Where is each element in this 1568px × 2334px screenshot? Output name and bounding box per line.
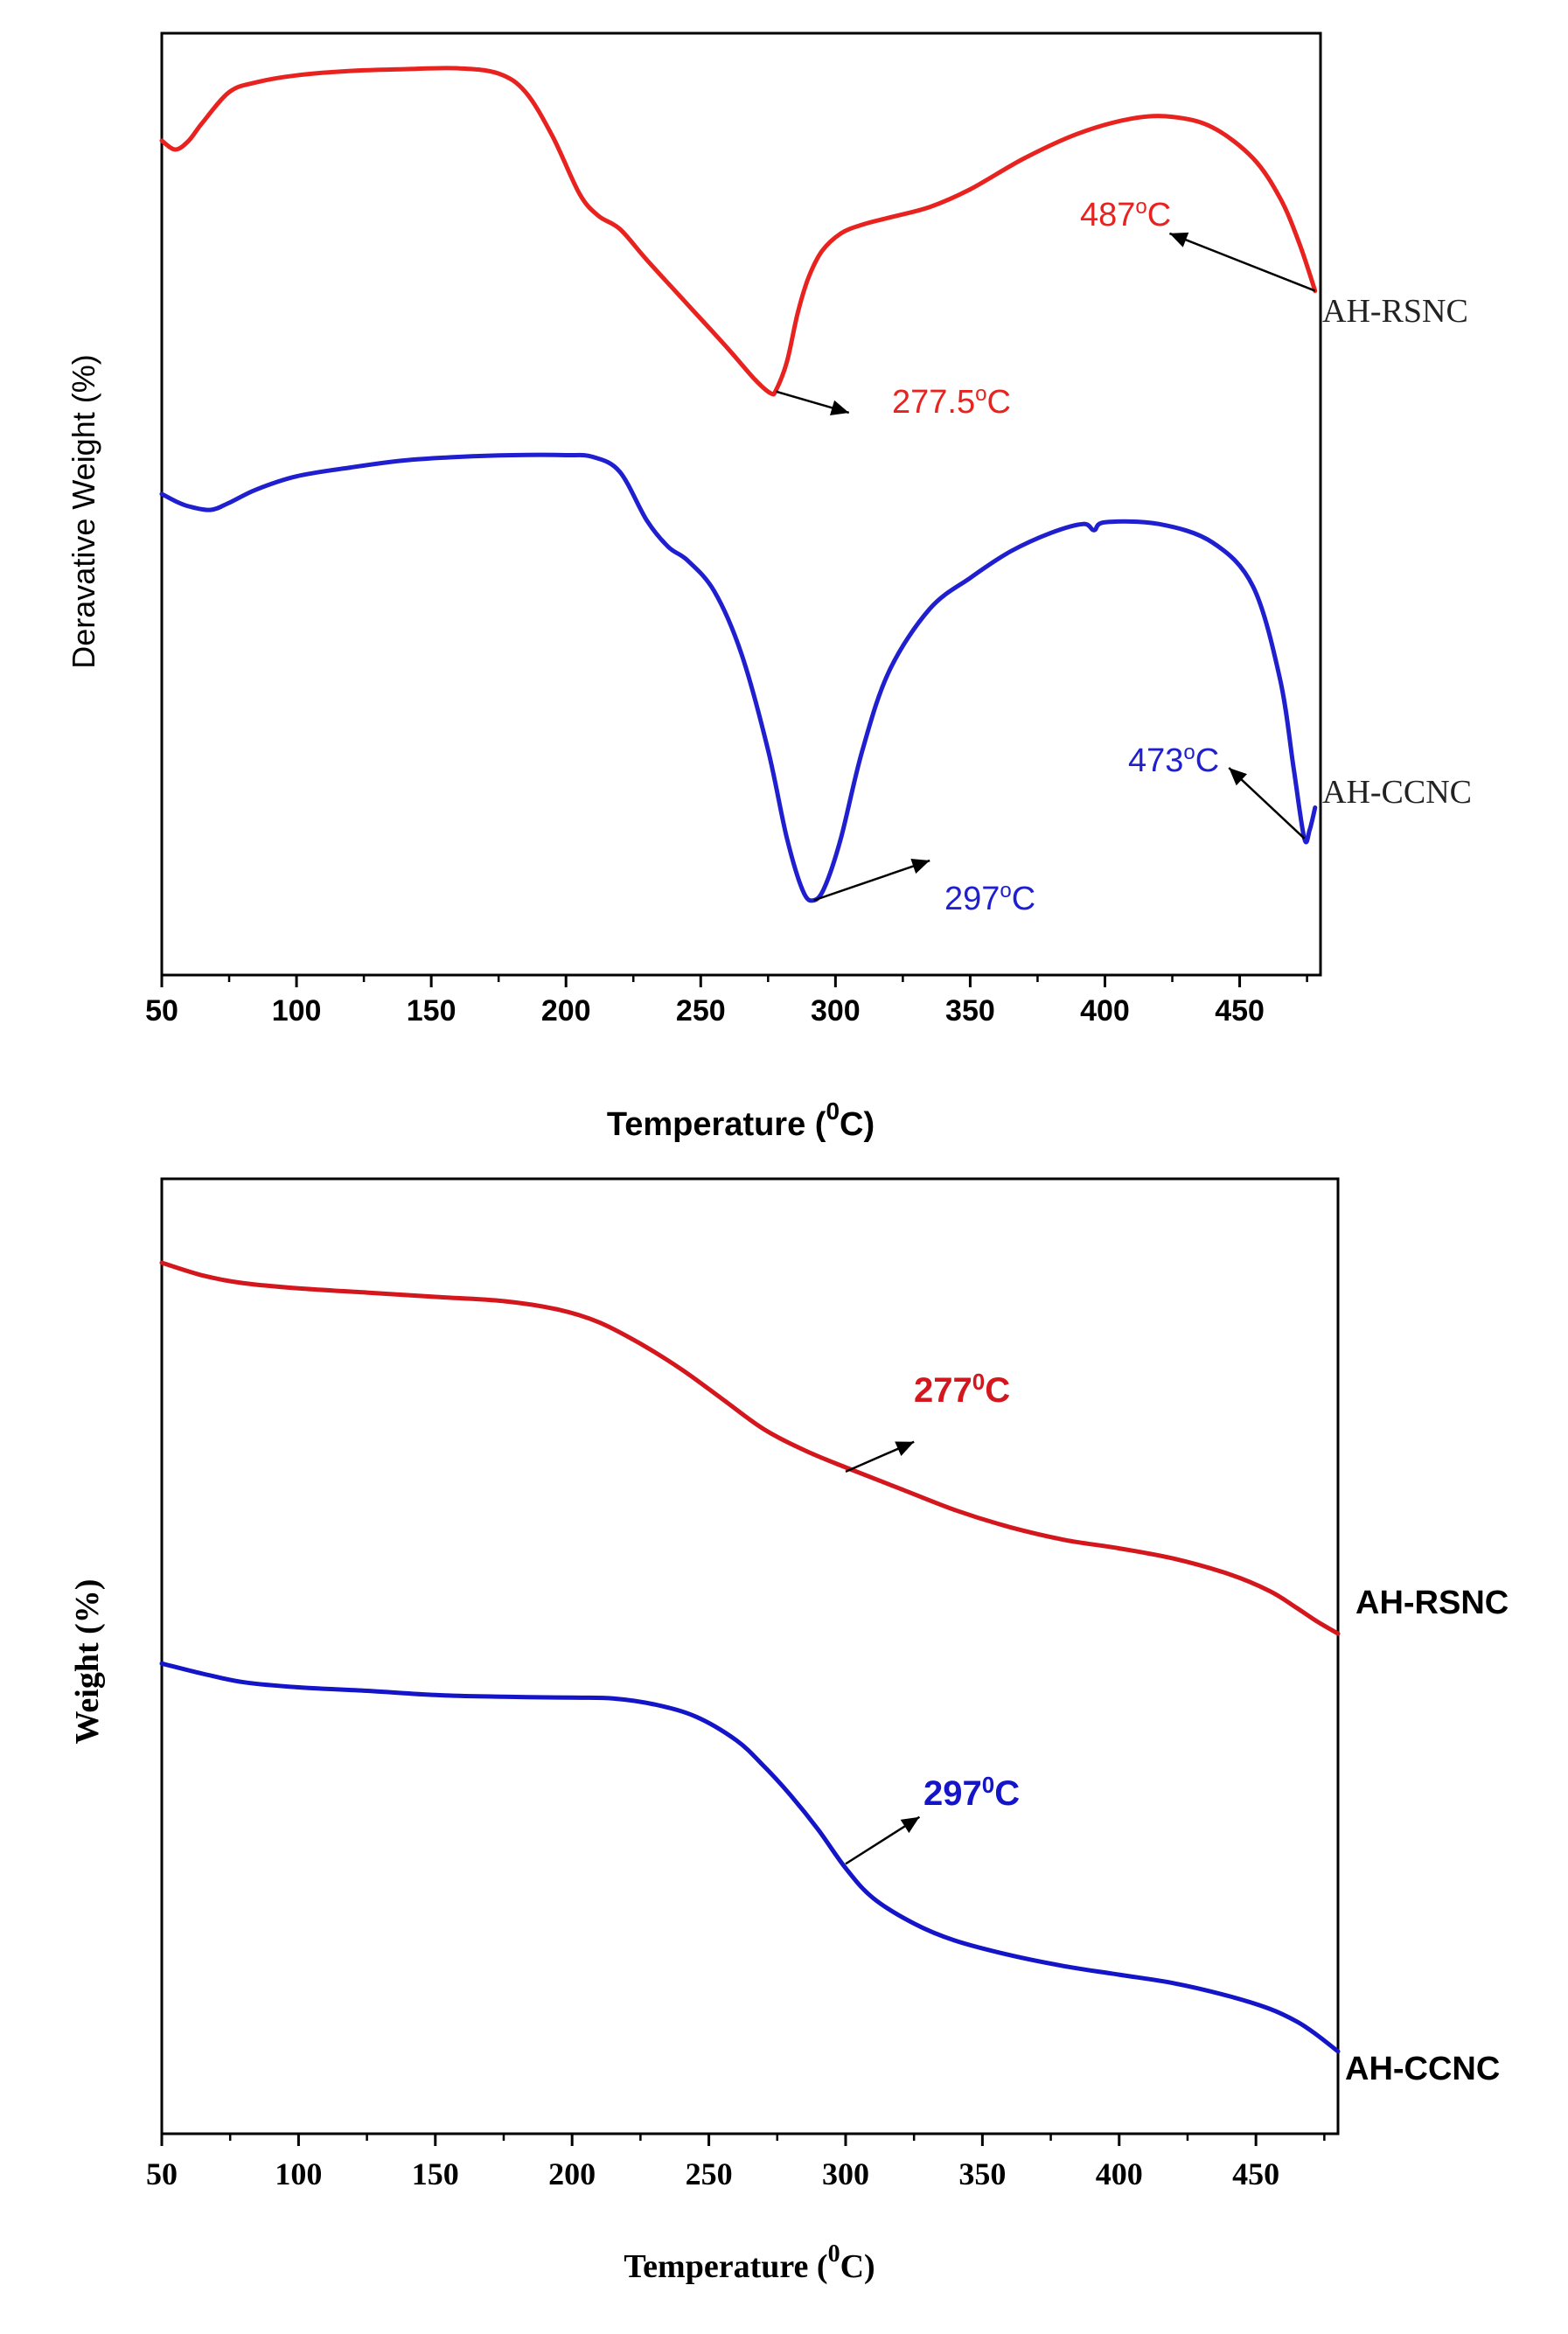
x-tick-label: 450 — [1232, 2156, 1279, 2191]
annotation-peak-rsnc: 2770C — [914, 1369, 1010, 1410]
x-tick-label: 400 — [1080, 994, 1130, 1028]
dtg-chart: 50 100 150 200 250 300 350 400 450 277.5oC 487oC… — [66, 31, 1472, 1143]
annotation-arrow — [813, 859, 930, 902]
x-tick-label: 250 — [686, 2156, 733, 2191]
annotation-peak-ccnc-1: 297oC — [944, 879, 1035, 917]
series-label-ccnc: AH-CCNC — [1322, 774, 1472, 811]
x-axis-ticks — [160, 975, 1308, 987]
x-tick-label: 400 — [1096, 2156, 1143, 2191]
y-axis-title: Deravative Weight (%) — [66, 354, 101, 668]
x-tick-label: 300 — [811, 994, 861, 1028]
tga-chart: 50 100 150 200 250 300 350 400 450 2770C 2970C A… — [69, 1177, 1509, 2285]
series-line-ah-ccnc — [159, 1661, 1341, 2054]
annotation-arrows — [776, 232, 1316, 902]
arrow-head — [1229, 768, 1247, 786]
annotation-peak-rsnc-1: 277.5oC — [892, 382, 1011, 421]
x-tick-label: 450 — [1215, 994, 1265, 1028]
arrow-head — [895, 1441, 915, 1456]
series-line-ah-rsnc — [159, 66, 1318, 397]
x-tick-label: 150 — [407, 994, 456, 1028]
x-tick-label: 350 — [958, 2156, 1006, 2191]
x-tick-label: 200 — [548, 2156, 596, 2191]
annotation-peak-ccnc: 2970C — [923, 1772, 1020, 1813]
x-axis-title: Temperature (0C) — [624, 2240, 875, 2285]
x-axis-title: Temperature (0C) — [607, 1097, 875, 1143]
annotation-peak-rsnc-2: 487oC — [1080, 195, 1171, 233]
arrow-head — [830, 400, 849, 415]
arrow-head — [910, 859, 930, 874]
y-axis-title: Weight (%) — [69, 1579, 106, 1745]
series-label-ccnc: AH-CCNC — [1345, 2051, 1500, 2087]
series-line-ah-ccnc — [159, 452, 1318, 903]
x-tick-label: 250 — [676, 994, 726, 1028]
annotation-arrow — [1168, 232, 1316, 292]
plot-frame — [160, 1177, 1340, 2135]
series-label-rsnc: AH-RSNC — [1322, 293, 1468, 330]
x-tick-label: 150 — [412, 2156, 459, 2191]
series-group — [159, 1260, 1341, 2054]
arrow-head — [900, 1816, 920, 1834]
x-axis-ticks — [160, 2134, 1326, 2146]
series-line-ah-rsnc — [159, 1260, 1341, 1636]
annotation-peak-ccnc-2: 473oC — [1128, 741, 1219, 779]
series-label-rsnc: AH-RSNC — [1355, 1585, 1509, 1621]
plot-frame — [160, 31, 1322, 977]
annotation-arrows — [845, 1440, 921, 1865]
arrow-head — [1169, 232, 1189, 247]
x-tick-label: 300 — [822, 2156, 869, 2191]
x-tick-label: 350 — [945, 994, 995, 1028]
x-tick-label: 50 — [146, 2156, 178, 2191]
x-tick-label: 100 — [275, 2156, 322, 2191]
x-axis-tick-labels: 50 100 150 200 250 300 350 400 450 — [146, 2156, 1279, 2191]
series-group — [159, 66, 1318, 903]
x-tick-label: 200 — [541, 994, 591, 1028]
x-tick-label: 50 — [145, 994, 178, 1028]
x-axis-tick-labels: 50 100 150 200 250 300 350 400 450 — [145, 994, 1265, 1028]
x-tick-label: 100 — [272, 994, 322, 1028]
